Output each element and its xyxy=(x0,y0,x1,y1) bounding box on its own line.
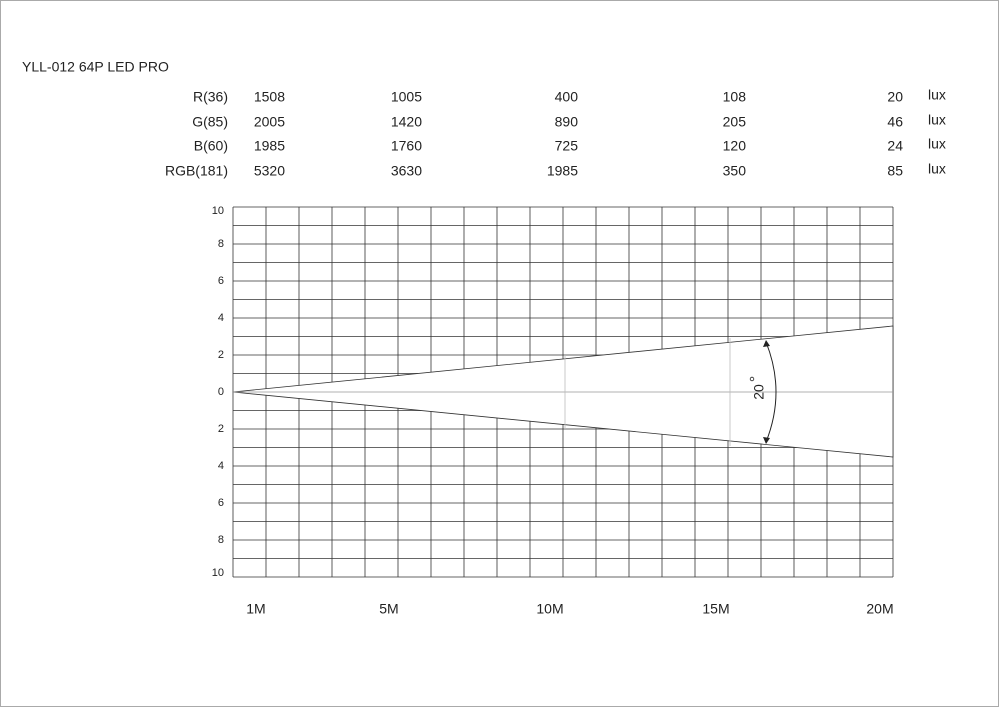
cell-value: 46 xyxy=(887,114,903,130)
arrow-head xyxy=(763,437,770,444)
cell-value: 5320 xyxy=(254,163,285,179)
cell-value: 1985 xyxy=(254,138,285,154)
cell-value: 205 xyxy=(723,114,747,130)
row-label: R(36) xyxy=(193,89,228,105)
beam xyxy=(232,325,894,458)
cell-value: 890 xyxy=(555,114,579,130)
cell-value: 350 xyxy=(723,163,747,179)
cell-value: 24 xyxy=(887,138,903,154)
x-label: 1M xyxy=(246,601,265,617)
x-label: 10M xyxy=(536,601,563,617)
x-label: 15M xyxy=(702,601,729,617)
cell-value: 1420 xyxy=(391,114,422,130)
angle-label: 20 xyxy=(751,384,767,400)
y-label: 2 xyxy=(218,423,224,435)
unit: lux xyxy=(928,112,946,128)
y-label: 4 xyxy=(218,312,224,324)
cell-value: 120 xyxy=(723,138,747,154)
cell-value: 3630 xyxy=(391,163,422,179)
cell-value: 725 xyxy=(555,138,579,154)
y-label: 0 xyxy=(218,386,224,398)
x-label: 20M xyxy=(866,601,893,617)
cell-value: 85 xyxy=(887,163,903,179)
y-label: 8 xyxy=(218,534,224,546)
y-label: 2 xyxy=(218,349,224,361)
row-label: RGB(181) xyxy=(165,163,228,179)
y-label: 4 xyxy=(218,460,224,472)
unit: lux xyxy=(928,161,946,177)
cell-value: 108 xyxy=(723,89,747,105)
y-label: 10 xyxy=(212,567,224,579)
cell-value: 1760 xyxy=(391,138,422,154)
cell-value: 20 xyxy=(887,89,903,105)
row-label: G(85) xyxy=(192,114,228,130)
cell-value: 400 xyxy=(555,89,579,105)
x-label: 5M xyxy=(379,601,398,617)
angle-arc xyxy=(765,341,777,443)
cell-value: 2005 xyxy=(254,114,285,130)
title: YLL-012 64P LED PRO xyxy=(22,59,169,75)
unit: lux xyxy=(928,136,946,152)
arrow-head xyxy=(763,340,770,347)
y-label: 8 xyxy=(218,238,224,250)
y-label: 6 xyxy=(218,497,224,509)
degree-sign xyxy=(749,376,755,382)
y-label: 6 xyxy=(218,275,224,287)
cell-value: 1985 xyxy=(547,163,578,179)
row-label: B(60) xyxy=(194,138,228,154)
unit: lux xyxy=(928,87,946,103)
y-label: 10 xyxy=(212,205,224,217)
cell-value: 1508 xyxy=(254,89,285,105)
cell-value: 1005 xyxy=(391,89,422,105)
